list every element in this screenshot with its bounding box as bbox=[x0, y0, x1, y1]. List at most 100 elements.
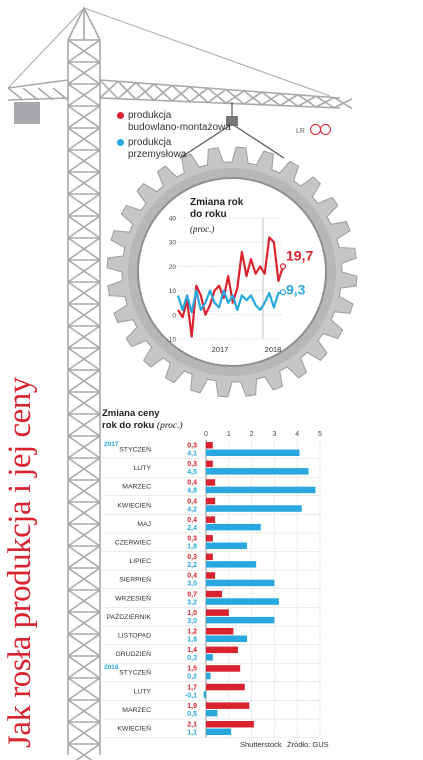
bar-chart-red-value-label: 0,4 bbox=[187, 573, 197, 580]
crane-jib-brace bbox=[189, 87, 209, 103]
bar-chart-blue-bar bbox=[206, 486, 316, 494]
crane-counter-jib bbox=[7, 79, 69, 89]
bar-chart-red-bar bbox=[206, 590, 222, 598]
bar-chart-red-bar bbox=[206, 497, 216, 505]
crane-jib-brace bbox=[171, 86, 191, 102]
bar-chart-blue-value-label: 0,3 bbox=[187, 655, 197, 662]
footer-data-source: Źródło: GUS bbox=[287, 740, 329, 749]
bar-chart-month-label: LIPIEC bbox=[129, 558, 151, 565]
crane-tie-cable bbox=[7, 7, 85, 89]
bar-chart-blue-bar bbox=[206, 523, 261, 531]
bar-chart-blue-bar bbox=[206, 672, 211, 680]
crane-jib-brace bbox=[135, 83, 155, 101]
line-chart-y-tick: 30 bbox=[169, 240, 177, 247]
crane-jib-brace bbox=[333, 98, 353, 109]
bar-chart-month-label: PAŹDZIERNIK bbox=[107, 612, 152, 621]
line-chart-series-industry bbox=[176, 289, 284, 314]
gear-face bbox=[137, 177, 327, 367]
bar-chart-month-label: LUTY bbox=[134, 465, 152, 472]
crane-mast-brace bbox=[67, 435, 101, 459]
bar-chart-blue-bar bbox=[206, 468, 309, 475]
line-chart-unit: (proc.) bbox=[190, 224, 215, 234]
bar-chart-blue-value-label: 1,8 bbox=[187, 544, 197, 551]
line-chart-title-line: Zmiana rok bbox=[190, 197, 244, 208]
bar-chart-red-value-label: 0,3 bbox=[187, 536, 197, 543]
bar-chart-x-tick: 0 bbox=[204, 431, 208, 438]
crane-mast-brace bbox=[67, 457, 101, 481]
crane-mast-brace bbox=[67, 303, 101, 327]
bar-chart-blue-value-label: -0,1 bbox=[185, 692, 197, 699]
crane-mast-brace bbox=[67, 545, 101, 569]
bar-chart-red-value-label: 0,3 bbox=[187, 461, 197, 468]
bar-chart-blue-bar bbox=[206, 579, 275, 587]
bar-chart-month-label: CZERWIEC bbox=[115, 540, 151, 547]
bar-chart-month-label: STYCZEŃ bbox=[119, 668, 151, 677]
bar-chart-month-label: WRZESIEŃ bbox=[115, 593, 151, 602]
bar-chart-red-value-label: 1,9 bbox=[187, 703, 197, 710]
footer-source: Shutterstock bbox=[240, 740, 282, 749]
crane-mast-brace bbox=[67, 149, 101, 173]
bar-chart-red-value-label: 1,7 bbox=[187, 684, 197, 691]
bar-chart-red-value-label: 1,0 bbox=[187, 610, 197, 617]
bar-chart-blue-bar bbox=[206, 505, 302, 512]
bar-chart-blue-value-label: 0,2 bbox=[187, 674, 197, 681]
crane-mast-brace bbox=[67, 501, 101, 525]
crane-jib-brace bbox=[279, 94, 299, 107]
bar-chart-red-bar bbox=[206, 535, 213, 542]
crane-jib-brace bbox=[207, 88, 227, 104]
bar-chart-red-bar bbox=[206, 516, 216, 523]
crane-jib-brace bbox=[225, 90, 245, 104]
legend-dot-blue bbox=[117, 139, 124, 146]
crane-mast-brace bbox=[67, 127, 101, 151]
crane-mast-brace bbox=[67, 391, 101, 415]
bar-chart-blue-value-label: 2,4 bbox=[187, 525, 197, 532]
legend-item-industry: produkcja przemysłowa bbox=[117, 137, 186, 161]
crane-mast-brace bbox=[67, 479, 101, 503]
crane-mast-brace bbox=[67, 567, 101, 591]
bar-chart-x-tick: 4 bbox=[295, 431, 299, 438]
bar-chart-blue-bar bbox=[206, 709, 218, 717]
crane-jib-brace bbox=[117, 82, 137, 100]
crane-mast-brace bbox=[67, 171, 101, 195]
crane-structure bbox=[7, 6, 353, 760]
bar-chart-red-bar bbox=[206, 460, 213, 468]
bar-chart-month-label: KWIECIEŃ bbox=[117, 500, 151, 509]
line-chart-end-label: 9,3 bbox=[286, 281, 306, 297]
bar-chart-blue-value-label: 4,5 bbox=[187, 469, 197, 476]
bar-chart-red-bar bbox=[206, 683, 245, 691]
crane-mast-brace bbox=[67, 523, 101, 547]
bar-chart-blue-bar bbox=[203, 691, 206, 698]
logo-icon-2 bbox=[319, 124, 331, 135]
crane-mast-brace bbox=[67, 325, 101, 349]
bar-chart-red-value-label: 1,4 bbox=[187, 647, 197, 654]
line-chart-y-tick: -10 bbox=[167, 337, 177, 344]
crane-mast-brace bbox=[67, 39, 101, 63]
bar-chart-month-label: MARZEC bbox=[122, 707, 151, 714]
crane-mast-brace bbox=[67, 369, 101, 393]
bar-chart-red-value-label: 0,4 bbox=[187, 480, 197, 487]
legend-label-line: przemysłowa bbox=[128, 149, 187, 160]
crane-mast-brace bbox=[67, 215, 101, 239]
bar-chart-x-tick: 5 bbox=[318, 431, 322, 438]
bar-chart-blue-bar bbox=[206, 654, 213, 661]
legend-item-construction: produkcja budowlano-montażowa bbox=[117, 110, 231, 134]
legend-label-line: produkcja bbox=[128, 110, 172, 121]
crane-counterweight bbox=[14, 102, 40, 124]
line-chart-x-label: 2018 bbox=[265, 345, 282, 354]
bar-chart-red-bar bbox=[206, 609, 229, 616]
line-chart-end-label: 19,7 bbox=[286, 247, 313, 263]
line-chart-y-tick: 40 bbox=[169, 216, 177, 223]
crane-mast-brace bbox=[67, 347, 101, 371]
bar-chart-red-value-label: 0,3 bbox=[187, 443, 197, 450]
bar-chart-blue-value-label: 0,5 bbox=[187, 711, 197, 718]
crane-mast-brace bbox=[67, 105, 101, 129]
bar-chart-month-label: MAJ bbox=[137, 521, 151, 528]
bar-chart-red-bar bbox=[206, 628, 234, 635]
crane-mast-brace bbox=[67, 589, 101, 613]
crane-mast-brace bbox=[67, 721, 101, 745]
bar-chart-blue-value-label: 3,2 bbox=[187, 599, 197, 606]
bar-chart-month-label: SIERPIEŃ bbox=[119, 575, 151, 584]
